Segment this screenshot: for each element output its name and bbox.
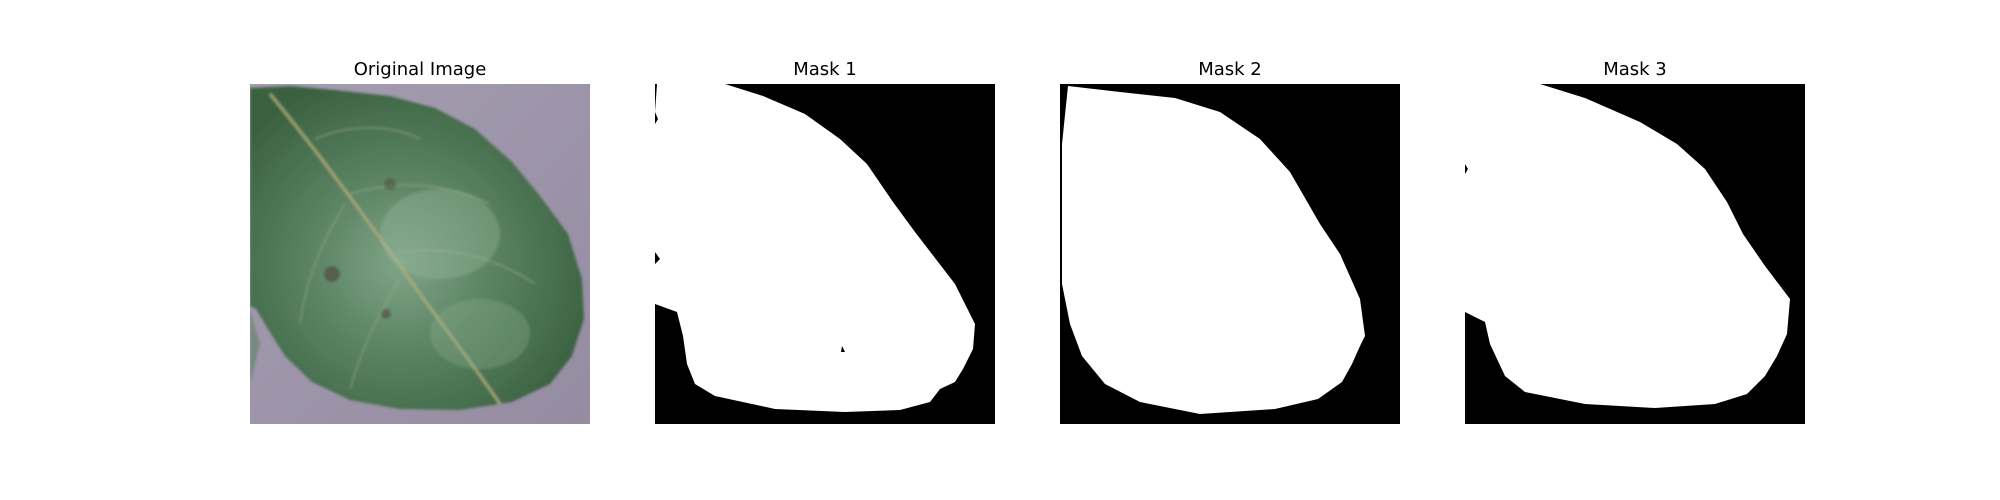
- mask-foreground: [1062, 86, 1365, 414]
- panel-title: Mask 2: [1198, 59, 1262, 80]
- mask-foreground: [1465, 84, 1790, 408]
- panel-title: Mask 3: [1603, 59, 1667, 80]
- panel-title: Original Image: [353, 59, 487, 80]
- panel-title: Mask 1: [793, 59, 857, 80]
- leaf-photo: [250, 84, 590, 424]
- mask-1-image: [655, 84, 995, 424]
- mask-2-image: [1060, 84, 1400, 424]
- mask-3-image: [1465, 84, 1805, 424]
- mask-foreground: [655, 84, 975, 412]
- leaf-midrib: [268, 93, 502, 405]
